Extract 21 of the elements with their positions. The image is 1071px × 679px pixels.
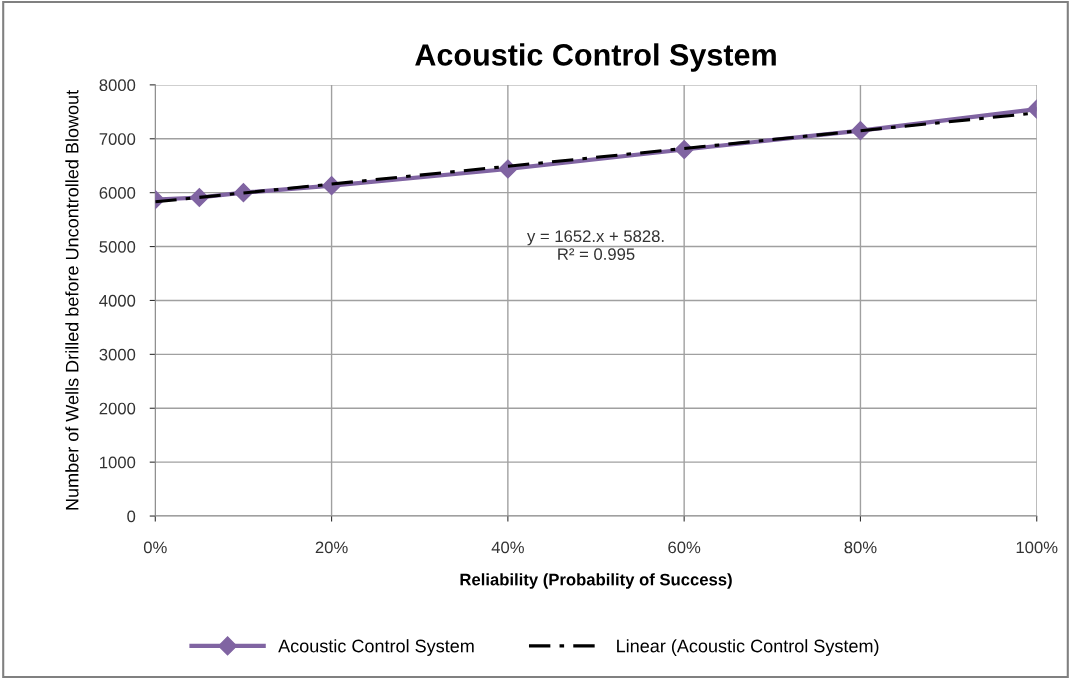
- y-tick-label: 2000: [99, 402, 136, 415]
- y-tick-label: 3000: [99, 348, 136, 361]
- legend-label: Acoustic Control System: [278, 639, 474, 656]
- x-axis-title: Reliability (Probability of Success): [460, 573, 732, 589]
- y-tick-label: 1000: [100, 456, 136, 469]
- y-tick-label: 6000: [99, 187, 136, 199]
- x-tick-label: 20%: [315, 541, 348, 554]
- x-tick-label: 80%: [844, 541, 877, 554]
- y-axis-title: Number of Wells Drilled before Uncontrolled Blowout: [65, 90, 79, 510]
- y-tick-label: 0: [127, 510, 136, 523]
- annotation: y = 1652.x + 5828. R² = 0.995: [527, 230, 664, 261]
- x-tick-label: 60%: [668, 541, 701, 554]
- x-tick-label: 100%: [1016, 541, 1058, 554]
- y-tick-label: 4000: [99, 294, 136, 307]
- chart-title: Acoustic Control System: [415, 43, 776, 72]
- legend-label: Linear (Acoustic Control System): [617, 639, 879, 656]
- x-tick-label: 0%: [143, 541, 167, 554]
- y-tick-label: 7000: [99, 133, 136, 145]
- y-tick-label: 5000: [99, 240, 136, 253]
- y-tick-label: 8000: [99, 79, 136, 92]
- x-tick-label: 40%: [491, 541, 524, 554]
